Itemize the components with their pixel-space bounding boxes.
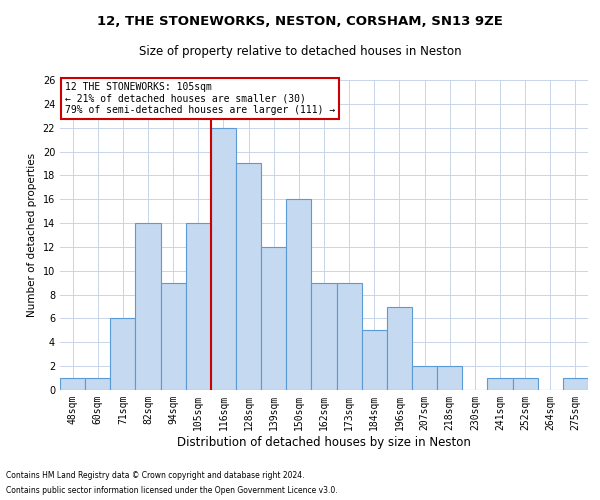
Text: 12 THE STONEWORKS: 105sqm
← 21% of detached houses are smaller (30)
79% of semi-: 12 THE STONEWORKS: 105sqm ← 21% of detac… (65, 82, 335, 115)
Text: 12, THE STONEWORKS, NESTON, CORSHAM, SN13 9ZE: 12, THE STONEWORKS, NESTON, CORSHAM, SN1… (97, 15, 503, 28)
Bar (437, 366, 462, 390)
Bar (387, 306, 412, 390)
Text: Contains public sector information licensed under the Open Government Licence v3: Contains public sector information licen… (6, 486, 338, 495)
Bar (337, 282, 362, 390)
Bar (211, 128, 236, 390)
Text: Size of property relative to detached houses in Neston: Size of property relative to detached ho… (139, 45, 461, 58)
Bar (487, 378, 512, 390)
Bar (186, 223, 211, 390)
Bar (236, 164, 261, 390)
Text: Contains HM Land Registry data © Crown copyright and database right 2024.: Contains HM Land Registry data © Crown c… (6, 471, 305, 480)
Bar (412, 366, 437, 390)
Bar (362, 330, 387, 390)
Bar (512, 378, 538, 390)
Bar (311, 282, 337, 390)
Bar (563, 378, 588, 390)
X-axis label: Distribution of detached houses by size in Neston: Distribution of detached houses by size … (177, 436, 471, 448)
Bar (161, 282, 186, 390)
Bar (136, 223, 161, 390)
Y-axis label: Number of detached properties: Number of detached properties (27, 153, 37, 317)
Bar (85, 378, 110, 390)
Bar (286, 199, 311, 390)
Bar (60, 378, 85, 390)
Bar (110, 318, 136, 390)
Bar (261, 247, 286, 390)
